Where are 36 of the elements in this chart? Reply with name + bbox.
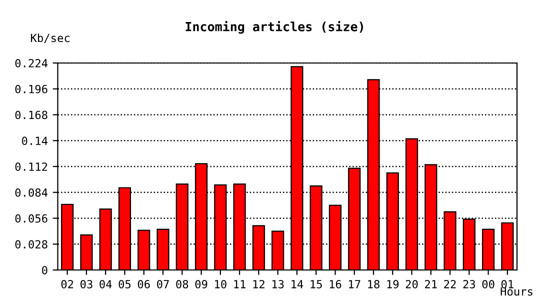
x-tick-label: 20 xyxy=(406,280,418,288)
y-tick-label: 0.056 xyxy=(15,214,48,223)
y-tick-label: 0.028 xyxy=(15,240,48,249)
x-tick-label: 09 xyxy=(195,280,208,288)
y-tick-label: 0.224 xyxy=(15,59,48,68)
x-tick-label: 18 xyxy=(368,280,380,288)
y-tick-label: 0.14 xyxy=(22,136,48,146)
x-tick-label: 19 xyxy=(387,280,399,288)
y-tick-label: 0.168 xyxy=(15,110,48,120)
x-tick-label: 23 xyxy=(463,280,476,288)
x-axis-title: Hours xyxy=(500,287,532,296)
x-tick-label: 07 xyxy=(157,280,169,288)
x-tick-label: 21 xyxy=(425,280,437,288)
x-tick-label: 13 xyxy=(272,280,284,288)
x-tick-label: 04 xyxy=(100,280,112,288)
x-tick-label: 02 xyxy=(61,280,74,288)
y-tick-label: 0.112 xyxy=(15,162,48,171)
x-tick-label: 22 xyxy=(444,280,456,288)
x-tick-label: 12 xyxy=(253,280,264,288)
x-tick-label: 17 xyxy=(348,280,360,288)
x-tick-label: 03 xyxy=(80,280,92,288)
y-tick-label: 0.196 xyxy=(15,84,48,94)
y-tick-label: 0.084 xyxy=(15,188,48,197)
x-tick-label: 01 xyxy=(501,280,514,288)
y-tick-label: 0 xyxy=(42,266,48,274)
chart-title: Incoming articles (size) xyxy=(186,20,363,34)
x-tick-label: 05 xyxy=(118,280,131,288)
x-tick-label: 15 xyxy=(310,280,322,288)
x-tick-label: 00 xyxy=(482,280,494,288)
y-axis-title: Kb/sec xyxy=(30,34,70,44)
x-tick-label: 16 xyxy=(330,280,342,288)
x-tick-label: 06 xyxy=(138,280,150,288)
x-tick-label: 10 xyxy=(215,280,226,288)
x-tick-label: 11 xyxy=(234,280,246,288)
x-tick-label: 08 xyxy=(176,280,188,288)
x-tick-label: 14 xyxy=(292,280,304,288)
